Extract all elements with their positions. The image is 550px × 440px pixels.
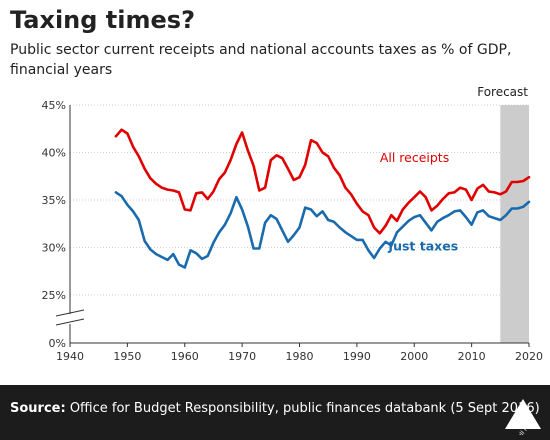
- y-tick-label: 25%: [42, 289, 66, 302]
- line-chart: Forecast 45% 40% 35% 30% 25% 0%1940 1950 1960 19…: [42, 85, 543, 363]
- forecast-band: [500, 105, 529, 343]
- source-prefix: Source:: [10, 401, 66, 416]
- y-tick-label: 40%: [42, 147, 66, 160]
- axis-break-icon: [55, 309, 85, 326]
- x-tick-label: 1950: [113, 350, 141, 363]
- y-tick-label: 30%: [42, 242, 66, 255]
- x-tick-label: 1970: [228, 350, 256, 363]
- axis-break-line: [55, 318, 85, 326]
- labels: All receipts Just taxes: [380, 150, 458, 253]
- footer-bar: Source: Office for Budget Responsibility…: [0, 385, 550, 440]
- y-tick-label: 0%: [49, 337, 66, 350]
- just-taxes-line: [114, 191, 531, 269]
- forecast-layer: Forecast: [477, 85, 529, 343]
- all-receipts-line: [114, 128, 531, 235]
- source-text: Office for Budget Responsibility, public…: [65, 401, 540, 416]
- gridlines: [70, 104, 529, 296]
- series-layer: [114, 128, 531, 269]
- x-tick-label: 2000: [400, 350, 428, 363]
- x-tick-label: 2020: [515, 350, 543, 363]
- chart-subtitle: Public sector current receipts and natio…: [10, 42, 512, 78]
- axis-break-line: [55, 309, 85, 317]
- all-receipts-label: All receipts: [380, 150, 449, 165]
- x-tick-label: 1980: [286, 350, 314, 363]
- just-taxes-label: Just taxes: [387, 238, 458, 253]
- source-note: Source: Office for Budget Responsibility…: [10, 401, 540, 416]
- axes: 45% 40% 35% 30% 25% 0%1940 1950 1960 1970 1980 199…: [42, 99, 543, 363]
- y-tick-label: 45%: [42, 99, 66, 112]
- x-tick-label: 1960: [171, 350, 199, 363]
- axis-break-gap: [55, 314, 85, 324]
- x-tick-label: 1990: [343, 350, 371, 363]
- full-fact-logo-icon: Full Fact: [505, 399, 541, 435]
- y-tick-label: 35%: [42, 194, 66, 207]
- x-tick-label: 2010: [458, 350, 486, 363]
- chart-title: Taxing times?: [10, 6, 195, 34]
- forecast-label: Forecast: [477, 85, 528, 99]
- x-tick-label: 1940: [56, 350, 84, 363]
